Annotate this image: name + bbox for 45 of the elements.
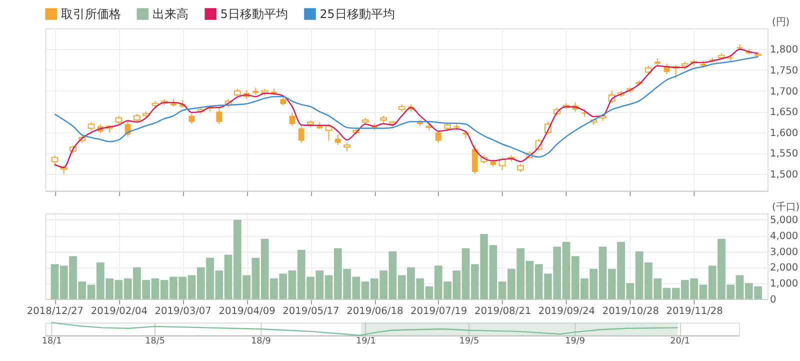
x-tick-label: 20/1 [670,336,690,347]
y-tick-label: 1,550 [770,148,798,160]
x-tick-label: 2019/03/07 [154,306,212,318]
y-tick-label: 1,500 [770,170,798,181]
x-tick-label: 2018/12/27 [26,306,84,318]
candlestick [435,130,442,144]
legend-label: 出来高 [152,6,189,21]
x-tick-label: 19/9 [565,336,586,347]
y-tick-label: 1,700 [770,86,798,98]
y-tick-label: 4,000 [770,231,798,242]
y-tick-label: 1,000 [770,278,798,290]
candlestick [188,113,195,125]
candlestick [325,124,332,142]
candlestick [334,134,341,146]
x-tick-label: 2019/05/17 [282,306,340,318]
y-tick-label: 1,750 [770,65,798,76]
x-tick-label: 2019/02/04 [90,306,148,318]
y-tick-label: 0 [770,294,776,306]
x-tick-label: 2019/08/21 [474,306,532,318]
y-tick-label: 2,000 [770,262,798,274]
x-tick-label: 2019/09/24 [538,306,596,318]
x-tick-label: 19/1 [356,336,376,347]
y-tick-label: 5,000 [770,215,798,226]
y-axis-title: (円) [772,16,790,28]
legend-label: 5日移動平均 [220,6,288,21]
y-tick-label: 1,650 [770,107,798,118]
x-tick-label: 2019/04/09 [218,306,276,318]
y-tick-label: 3,000 [770,246,798,258]
x-tick-label: 2019/07/19 [410,306,468,318]
x-tick-label: 18/9 [250,336,271,347]
x-tick-label: 2019/10/28 [602,306,659,318]
y-tick-label: 1,800 [770,44,798,56]
candlestick [472,144,478,175]
x-tick-label: 2019/11/28 [666,306,723,318]
x-tick-label: 19/5 [459,336,480,347]
candlestick [51,154,58,168]
y-axis-title: (千口) [772,200,800,213]
x-tick-label: 18/5 [145,336,166,347]
legend-label: 25日移動平均 [320,6,395,21]
legend-label: 取引所価格 [61,6,122,21]
x-tick-label: 2019/06/18 [346,306,404,318]
candlestick [216,106,222,125]
y-tick-label: 1,600 [770,128,798,139]
candlestick [298,126,304,144]
x-tick-label: 18/1 [42,336,62,347]
